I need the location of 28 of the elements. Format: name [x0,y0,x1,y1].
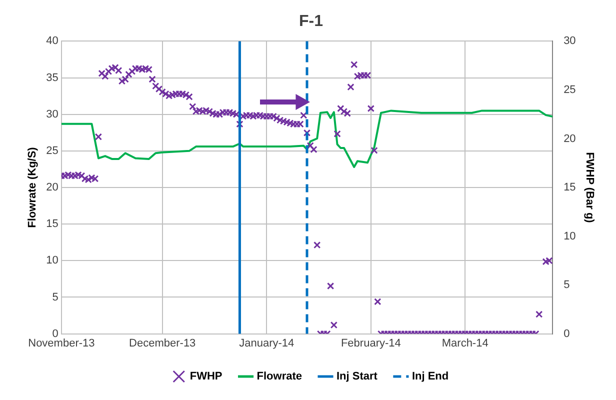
chart-title: F-1 [299,13,324,30]
y2-tick-label: 15 [564,182,576,194]
y-axis-title: Flowrate (Kg/S) [26,146,39,228]
y-tick-label: 20 [46,182,58,194]
y2-tick-label: 10 [564,230,576,242]
x-tick-label: December-13 [129,337,196,350]
y-tick-label: 35 [46,72,58,84]
y-tick-label: 25 [46,144,58,157]
y2-tick-label: 30 [564,35,576,48]
legend-label: Inj End [412,370,449,383]
y2-tick-label: 25 [564,84,576,96]
legend-label: Inj Start [336,370,378,383]
x-tick-label: March-14 [442,337,488,350]
x-tick-label: November-13 [28,337,95,350]
y2-tick-label: 20 [564,132,576,145]
y-tick-label: 0 [52,328,58,340]
x-tick-label: February-14 [340,337,401,350]
y-tick-label: 40 [46,35,58,48]
legend-label: Flowrate [256,370,302,383]
x-tick-label: January-14 [239,337,294,350]
y2-tick-label: 5 [564,279,570,292]
y-tick-label: 30 [46,108,58,120]
y-tick-label: 10 [46,254,58,267]
y-tick-label: 15 [46,218,58,230]
legend-label: FWHP [190,370,222,383]
y-tick-label: 5 [52,291,58,304]
y2-tick-label: 0 [564,328,570,340]
y2-axis-title: FWHP (Bar g) [583,152,596,224]
